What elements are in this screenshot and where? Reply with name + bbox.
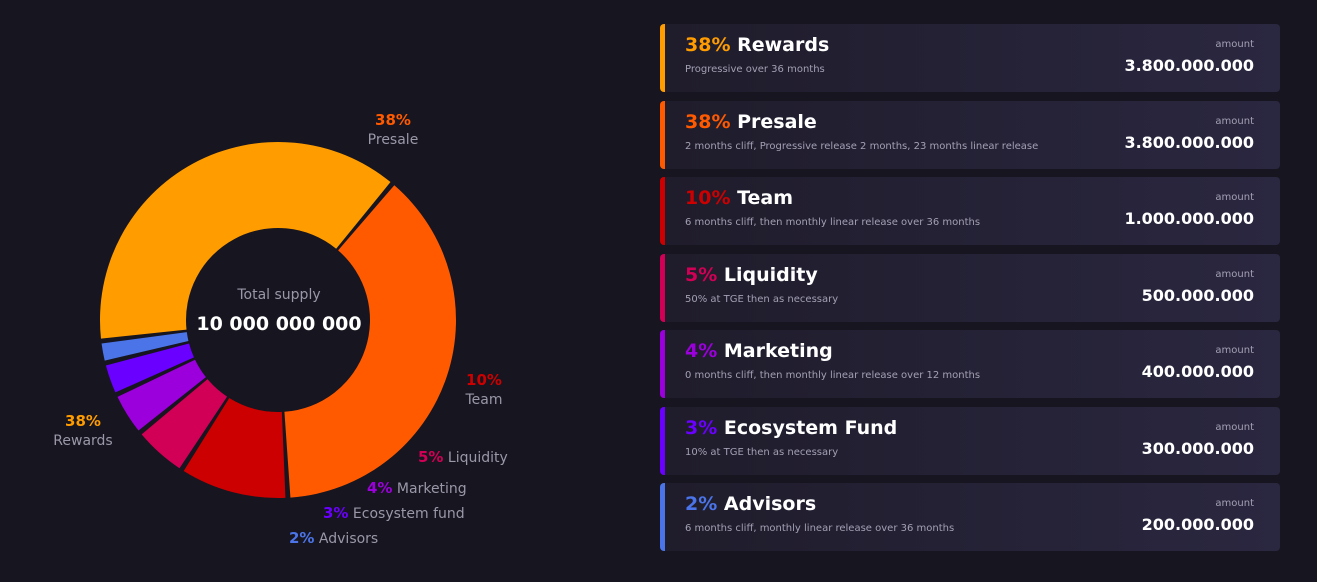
slice-name: Team (465, 392, 503, 408)
accent-bar (660, 24, 665, 92)
allocation-title: 5% Liquidity (685, 264, 818, 286)
donut-slice-ecosystem-fund (105, 343, 194, 393)
amount-label: amount (1215, 115, 1254, 127)
allocation-pct: 10% (685, 187, 731, 209)
amount-label: amount (1215, 421, 1254, 433)
donut-chart (100, 141, 456, 498)
allocation-pct: 38% (685, 110, 731, 133)
allocation-name: Ecosystem Fund (723, 416, 898, 439)
allocation-pct: 5% (685, 263, 718, 286)
allocation-card-liquidity: 5% Liquidity 50% at TGE then as necessar… (660, 253, 1280, 322)
allocation-card-marketing: 4% Marketing 0 months cliff, then monthl… (660, 330, 1280, 398)
slice-pct: 4% (367, 479, 393, 497)
accent-bar (660, 253, 665, 322)
amount-value: 300.000.000 (1141, 438, 1254, 458)
allocation-desc: 2 months cliff, Progressive release 2 mo… (685, 140, 1039, 152)
total-supply-value: 10 000 000 000 (196, 313, 362, 335)
allocation-desc: 10% at TGE then as necessary (685, 446, 839, 458)
accent-bar (660, 406, 665, 475)
accent-bar (660, 100, 665, 169)
amount-value: 400.000.000 (1141, 362, 1254, 381)
allocation-pct: 38% (685, 34, 731, 56)
allocation-desc: 50% at TGE then as necessary (685, 293, 839, 305)
slice-name: Marketing (396, 481, 467, 497)
slice-label-advisors: 2% Advisors (289, 528, 378, 549)
slice-label-liquidity: 5% Liquidity (418, 447, 508, 468)
allocation-title: 38% Presale (685, 111, 817, 133)
donut-slice-team (183, 398, 286, 498)
amount-value: 500.000.000 (1141, 285, 1254, 305)
amount-label: amount (1215, 345, 1254, 356)
allocation-list: 38% Rewards Progressive over 36 months a… (660, 24, 1280, 560)
allocation-name: Advisors (723, 493, 817, 515)
amount-value: 3.800.000.000 (1124, 56, 1254, 75)
amount-label: amount (1215, 39, 1254, 50)
slice-pct: 10% (466, 371, 502, 389)
donut-slice-liquidity (141, 379, 228, 469)
allocation-desc: Progressive over 36 months (685, 64, 825, 75)
slice-pct: 5% (418, 448, 444, 466)
slice-pct: 38% (65, 412, 101, 430)
amount-value: 3.800.000.000 (1124, 132, 1254, 152)
allocation-name: Presale (737, 110, 817, 133)
allocation-title: 2% Advisors (685, 493, 816, 515)
allocation-desc: 6 months cliff, monthly linear release o… (685, 523, 955, 534)
slice-label-ecosystem-fund: 3% Ecosystem fund (323, 503, 465, 524)
allocation-card-ecosystem-fund: 3% Ecosystem Fund 10% at TGE then as nec… (660, 406, 1280, 475)
allocation-name: Liquidity (723, 263, 818, 286)
slice-pct: 38% (375, 111, 411, 129)
slice-name: Ecosystem fund (352, 506, 465, 522)
allocation-pct: 3% (685, 416, 718, 439)
allocation-name: Team (737, 187, 794, 209)
total-supply-label: Total supply (237, 287, 321, 303)
accent-bar (660, 330, 665, 398)
accent-bar (660, 177, 665, 245)
allocation-title: 3% Ecosystem Fund (685, 417, 897, 439)
allocation-card-team: 10% Team 6 months cliff, then monthly li… (660, 177, 1280, 245)
allocation-pct: 2% (685, 493, 718, 515)
slice-name: Presale (367, 132, 419, 148)
slice-label-presale: 38% Presale (355, 110, 431, 150)
allocation-name: Rewards (737, 34, 830, 56)
slice-label-team: 10% Team (452, 370, 516, 410)
allocation-card-presale: 38% Presale 2 months cliff, Progressive … (660, 100, 1280, 169)
amount-label: amount (1215, 268, 1254, 280)
donut-slice-marketing (117, 359, 206, 431)
slice-pct: 3% (323, 504, 349, 522)
amount-label: amount (1215, 498, 1254, 509)
slice-pct: 2% (289, 529, 315, 547)
allocation-title: 4% Marketing (685, 340, 833, 362)
allocation-desc: 6 months cliff, then monthly linear rele… (685, 217, 981, 228)
donut-slice-presale (284, 185, 456, 498)
allocation-pct: 4% (685, 340, 718, 362)
donut-slice-advisors (101, 332, 189, 361)
amount-value: 1.000.000.000 (1124, 209, 1254, 228)
accent-bar (660, 483, 665, 551)
slice-name: Liquidity (447, 450, 508, 466)
amount-value: 200.000.000 (1141, 515, 1254, 534)
allocation-name: Marketing (723, 340, 833, 362)
allocation-card-advisors: 2% Advisors 6 months cliff, monthly line… (660, 483, 1280, 551)
slice-name: Advisors (318, 531, 379, 547)
amount-label: amount (1215, 192, 1254, 203)
slice-name: Rewards (53, 433, 113, 449)
allocation-desc: 0 months cliff, then monthly linear rele… (685, 370, 981, 381)
slice-label-rewards: 38% Rewards (36, 411, 130, 451)
allocation-title: 38% Rewards (685, 34, 829, 56)
slice-label-marketing: 4% Marketing (367, 478, 467, 499)
allocation-title: 10% Team (685, 187, 793, 209)
allocation-card-rewards: 38% Rewards Progressive over 36 months a… (660, 24, 1280, 92)
donut-slice-rewards (100, 141, 391, 339)
